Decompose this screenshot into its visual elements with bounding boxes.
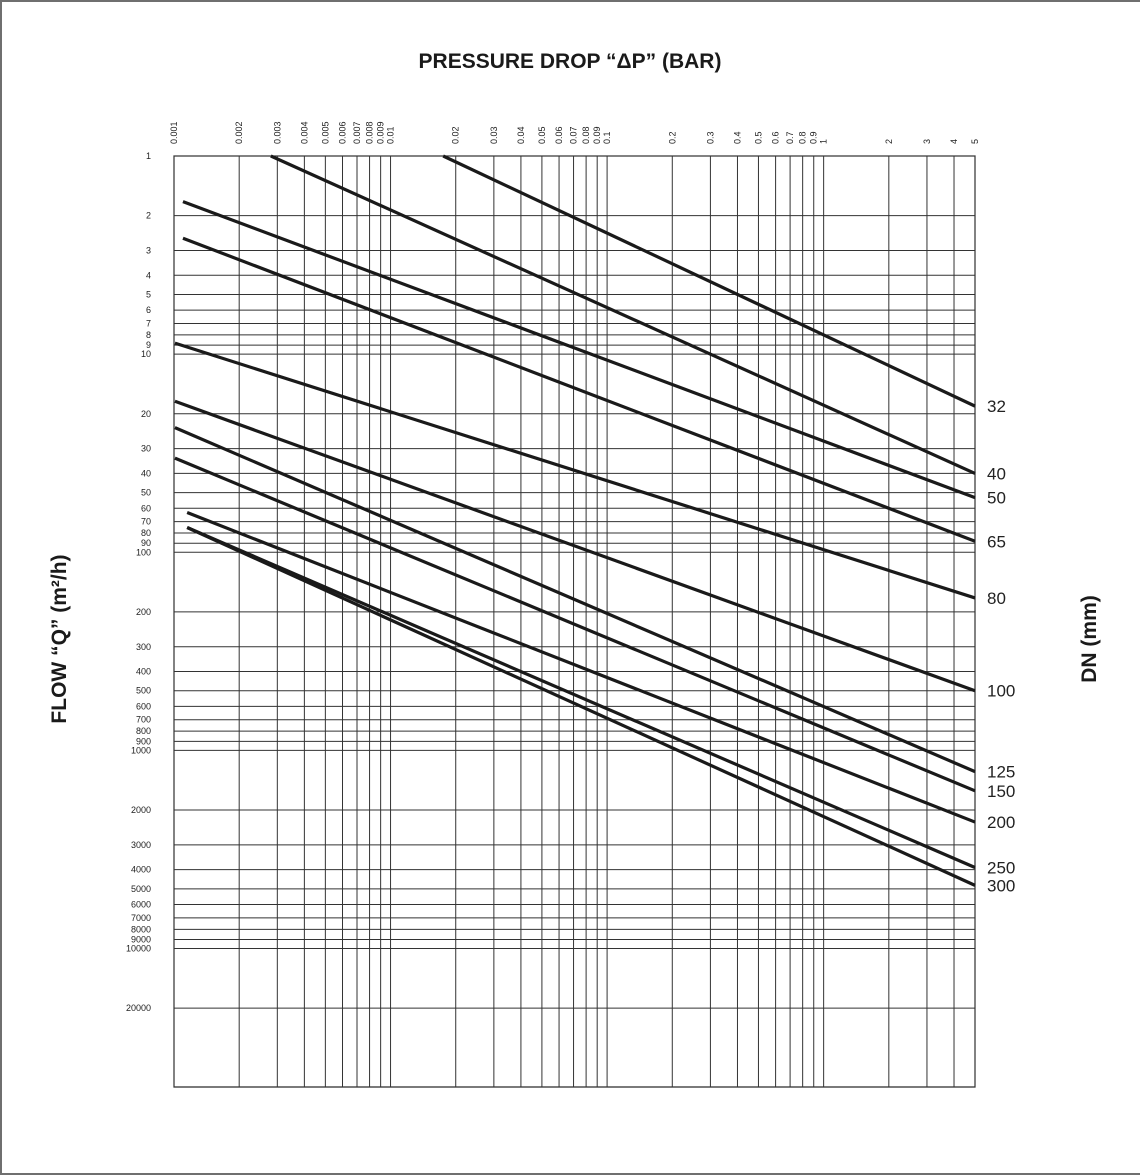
x-tick-label: 0.006 xyxy=(338,121,348,144)
y-tick-label: 70 xyxy=(141,517,151,527)
y-tick-label: 30 xyxy=(141,444,151,454)
x-tick-label: 0.002 xyxy=(234,121,244,144)
y-tick-label: 300 xyxy=(136,642,151,652)
y-tick-label: 90 xyxy=(141,538,151,548)
y-tick-label: 2 xyxy=(146,211,151,221)
x-tick-label: 0.04 xyxy=(516,126,526,144)
y-tick-label: 400 xyxy=(136,667,151,677)
dn-label-65: 65 xyxy=(987,532,1006,551)
x-tick-label: 0.1 xyxy=(602,131,612,144)
y-tick-label: 800 xyxy=(136,726,151,736)
y-tick-label: 8000 xyxy=(131,924,151,934)
y-tick-label: 80 xyxy=(141,528,151,538)
dn-label-150: 150 xyxy=(987,782,1015,801)
y-tick-label: 7000 xyxy=(131,913,151,923)
x-tick-label: 0.005 xyxy=(320,121,330,144)
x-tick-label: 5 xyxy=(970,139,980,144)
y-tick-label: 2000 xyxy=(131,805,151,815)
series-line-dn-50 xyxy=(182,200,976,500)
y-tick-label: 4 xyxy=(146,270,151,280)
dn-label-80: 80 xyxy=(987,589,1006,608)
x-tick-label: 0.2 xyxy=(667,131,677,144)
y-tick-label: 1000 xyxy=(131,745,151,755)
x-tick-label: 3 xyxy=(922,139,932,144)
x-tick-label: 2 xyxy=(884,139,894,144)
x-tick-label: 0.8 xyxy=(798,131,808,144)
y-tick-label: 8 xyxy=(146,330,151,340)
y-tick-label: 500 xyxy=(136,686,151,696)
dn-label-200: 200 xyxy=(987,813,1015,832)
plot-border xyxy=(173,155,976,1088)
x-tick-label: 0.02 xyxy=(451,126,461,144)
y-tick-label: 40 xyxy=(141,468,151,478)
y-tick-label: 1 xyxy=(146,151,151,161)
y-tick-label: 6 xyxy=(146,305,151,315)
series-line-dn-250 xyxy=(186,526,976,869)
x-tick-label: 0.06 xyxy=(554,126,564,144)
y-tick-label: 3 xyxy=(146,246,151,256)
x-tick-label: 0.003 xyxy=(272,121,282,144)
chart-title: PRESSURE DROP “ΔP” (BAR) xyxy=(418,50,722,73)
y-tick-label: 100 xyxy=(136,547,151,557)
y-tick-label: 6000 xyxy=(131,900,151,910)
y-tick-label: 10000 xyxy=(126,944,151,954)
x-tick-label: 0.01 xyxy=(386,126,396,144)
y-tick-label: 5000 xyxy=(131,884,151,894)
y-tick-label: 700 xyxy=(136,715,151,725)
y-tick-label: 600 xyxy=(136,701,151,711)
dn-label-300: 300 xyxy=(987,876,1015,895)
x-tick-label: 4 xyxy=(949,139,959,144)
x-tick-label: 0.4 xyxy=(732,131,742,144)
y-tick-label: 50 xyxy=(141,488,151,498)
dn-label-250: 250 xyxy=(987,858,1015,877)
x-tick-label: 0.09 xyxy=(592,126,602,144)
x-tick-label: 1 xyxy=(819,139,829,144)
y-tick-label: 20000 xyxy=(126,1003,151,1013)
series-line-dn-200 xyxy=(186,511,976,824)
series-line-dn-40 xyxy=(270,154,976,475)
y-tick-label: 3000 xyxy=(131,840,151,850)
series-line-dn-300 xyxy=(186,526,976,887)
y-tick-label: 9000 xyxy=(131,934,151,944)
x-tick-label: 0.07 xyxy=(569,126,579,144)
dn-label-100: 100 xyxy=(987,682,1015,701)
y-tick-label: 10 xyxy=(141,349,151,359)
dn-label-32: 32 xyxy=(987,397,1006,416)
y-tick-label: 60 xyxy=(141,503,151,513)
series-line-dn-32 xyxy=(442,154,976,408)
x-tick-label: 0.008 xyxy=(365,121,375,144)
dn-label-50: 50 xyxy=(987,489,1006,508)
y-tick-label: 20 xyxy=(141,409,151,419)
y-tick-label: 7 xyxy=(146,318,151,328)
y-tick-label: 5 xyxy=(146,289,151,299)
series-line-dn-100 xyxy=(174,399,976,693)
x-tick-label: 0.7 xyxy=(785,131,795,144)
x-tick-label: 0.001 xyxy=(169,121,179,144)
dn-label-40: 40 xyxy=(987,464,1006,483)
x-tick-label: 0.03 xyxy=(489,126,499,144)
series-line-dn-80 xyxy=(174,341,976,600)
x-tick-label: 0.004 xyxy=(299,121,309,144)
x-tick-label: 0.009 xyxy=(376,121,386,144)
x-tick-label: 0.05 xyxy=(537,126,547,144)
series-line-dn-65 xyxy=(182,236,976,543)
x-tick-label: 0.5 xyxy=(753,131,763,144)
x-tick-label: 0.08 xyxy=(581,126,591,144)
x-tick-label: 0.9 xyxy=(809,131,819,144)
y-tick-label: 200 xyxy=(136,607,151,617)
x-tick-label: 0.3 xyxy=(705,131,715,144)
y-tick-label: 900 xyxy=(136,736,151,746)
y-tick-label: 9 xyxy=(146,340,151,350)
series-line-dn-150 xyxy=(174,456,976,793)
y-tick-label: 4000 xyxy=(131,865,151,875)
x-tick-label: 0.6 xyxy=(771,131,781,144)
x-tick-label: 0.007 xyxy=(352,121,362,144)
series-line-dn-125 xyxy=(174,426,976,774)
dn-label-125: 125 xyxy=(987,763,1015,782)
